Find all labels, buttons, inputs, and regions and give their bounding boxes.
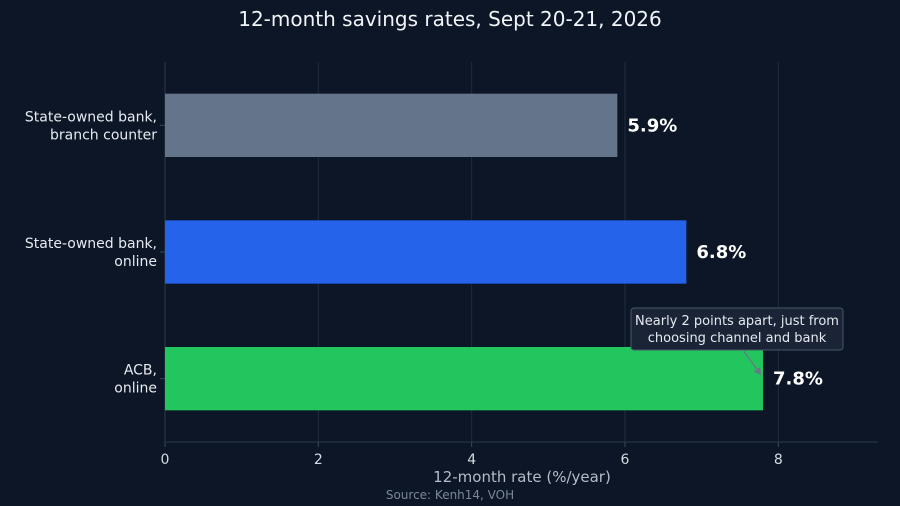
value-label: 5.9% bbox=[627, 115, 677, 136]
labels: 0 2 4 6 8 State-owned bank, branch counter 5.9%… bbox=[25, 109, 823, 468]
category-label-line: ACB, bbox=[124, 363, 157, 379]
bar bbox=[165, 347, 763, 411]
category-label: State-owned bank, branch counter bbox=[25, 109, 157, 143]
annotation-text: Nearly 2 points apart, just from choosing… bbox=[635, 314, 839, 346]
bars bbox=[165, 93, 763, 411]
annotation-arrowhead bbox=[753, 366, 761, 375]
x-tick-label: 8 bbox=[774, 452, 783, 468]
category-label: ACB, online bbox=[114, 363, 157, 397]
value-label: 6.8% bbox=[696, 242, 746, 263]
category-label: State-owned bank, online bbox=[25, 236, 157, 270]
x-tick-label: 4 bbox=[467, 452, 476, 468]
x-axis-title: 12-month rate (%/year) bbox=[433, 468, 611, 486]
x-tick-label: 2 bbox=[314, 452, 323, 468]
x-tick-label: 6 bbox=[621, 452, 630, 468]
chart-title: 12-month savings rates, Sept 20-21, 2026 bbox=[238, 7, 662, 31]
category-label-line: State-owned bank, bbox=[25, 109, 157, 125]
category-label-line: online bbox=[114, 381, 157, 397]
category-label-line: branch counter bbox=[50, 127, 157, 143]
annotation-line: Nearly 2 points apart, just from bbox=[635, 314, 839, 329]
value-label: 7.8% bbox=[773, 369, 823, 390]
annotation-line: choosing channel and bank bbox=[648, 331, 827, 346]
bar bbox=[165, 93, 618, 157]
annotation: Nearly 2 points apart, just from choosing… bbox=[630, 307, 844, 376]
source-note: Source: Kenh14, VOH bbox=[386, 488, 514, 502]
x-tick-label: 0 bbox=[161, 452, 170, 468]
bar bbox=[165, 220, 687, 284]
category-label-line: State-owned bank, bbox=[25, 236, 157, 252]
annotation-box bbox=[630, 307, 844, 351]
category-label-line: online bbox=[114, 254, 157, 270]
